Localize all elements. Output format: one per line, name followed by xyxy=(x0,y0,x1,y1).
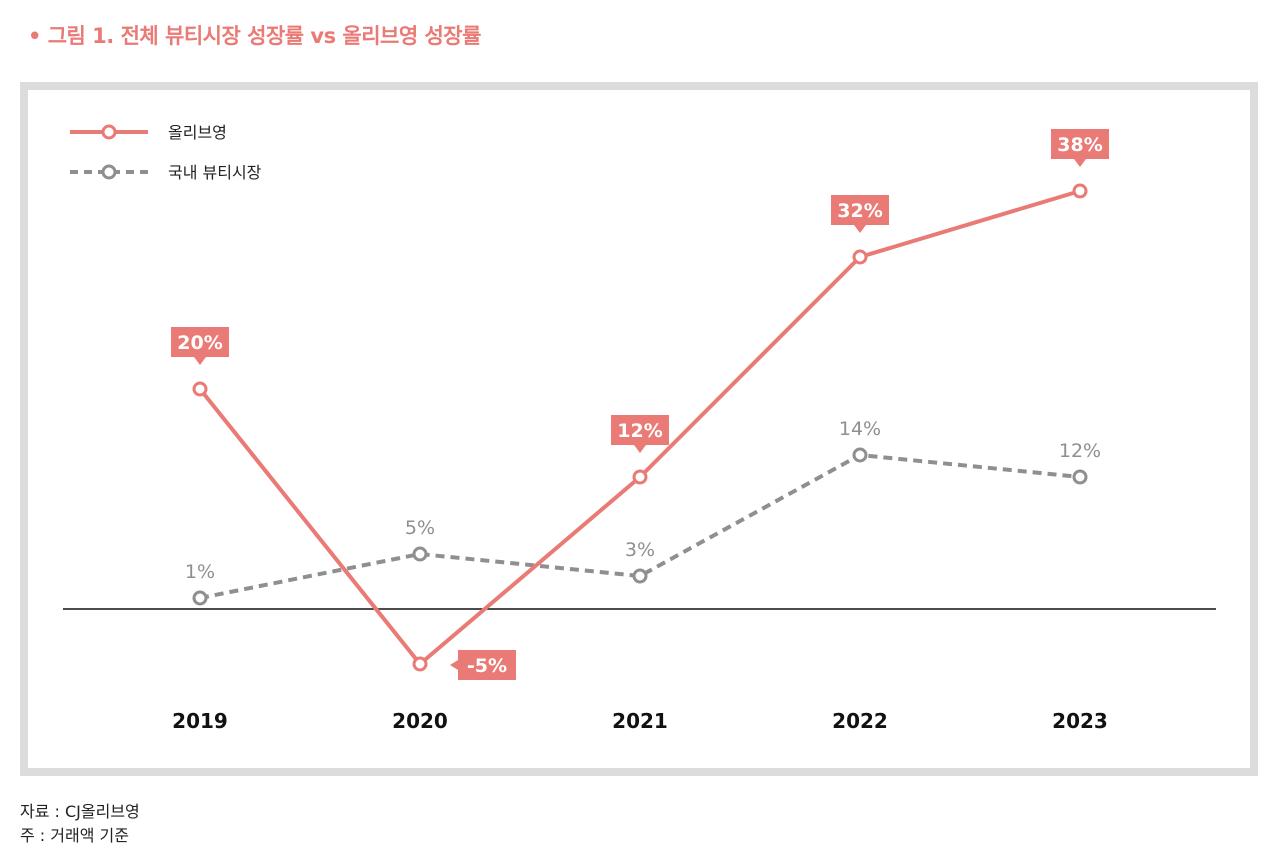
market-data-label: 14% xyxy=(839,418,881,440)
x-tick-label: 2020 xyxy=(392,709,448,733)
oliveyoung-data-label: 38% xyxy=(1057,134,1102,156)
legend-marker-oliveyoung xyxy=(101,124,117,140)
market-point xyxy=(632,568,648,584)
market-data-label: 12% xyxy=(1059,440,1101,462)
market-point xyxy=(192,590,208,606)
source-note: 자료 : CJ올리브영 xyxy=(20,802,140,821)
market-point xyxy=(1072,469,1088,485)
legend-marker-market xyxy=(101,164,117,180)
x-tick-label: 2021 xyxy=(612,709,668,733)
oliveyoung-point xyxy=(412,656,428,672)
basis-note: 주 : 거래액 기준 xyxy=(20,826,129,845)
oliveyoung-label-bubble xyxy=(831,195,889,233)
oliveyoung-label-bubble xyxy=(611,415,669,453)
oliveyoung-label-bubble xyxy=(1051,129,1109,167)
market-point xyxy=(852,447,868,463)
oliveyoung-data-label: 20% xyxy=(177,332,222,354)
oliveyoung-label-bubble xyxy=(171,327,229,365)
oliveyoung-point xyxy=(852,249,868,265)
legend-label-oliveyoung: 올리브영 xyxy=(168,123,227,142)
market-point xyxy=(412,546,428,562)
market-line xyxy=(199,452,1081,600)
legend-label-market: 국내 뷰티시장 xyxy=(168,163,262,182)
oliveyoung-label-bubble xyxy=(450,650,516,680)
market-data-label: 5% xyxy=(405,517,435,539)
x-tick-label: 2019 xyxy=(172,709,228,733)
oliveyoung-data-label: -5% xyxy=(467,655,507,677)
x-tick-label: 2022 xyxy=(832,709,888,733)
oliveyoung-data-label: 12% xyxy=(617,420,662,442)
oliveyoung-data-label: 32% xyxy=(837,200,882,222)
oliveyoung-point xyxy=(632,469,648,485)
market-data-label: 1% xyxy=(185,561,215,583)
chart-title: • 그림 1. 전체 뷰티시장 성장률 vs 올리브영 성장률 xyxy=(28,24,481,48)
x-tick-label: 2023 xyxy=(1052,709,1108,733)
oliveyoung-point xyxy=(1072,183,1088,199)
market-data-label: 3% xyxy=(625,539,655,561)
oliveyoung-point xyxy=(192,381,208,397)
